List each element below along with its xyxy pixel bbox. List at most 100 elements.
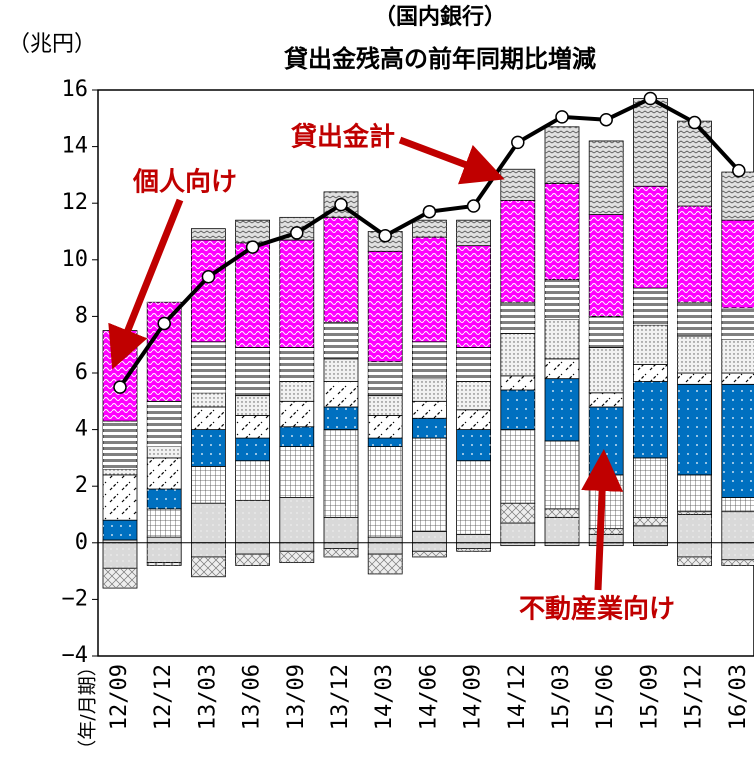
line-point [245,240,260,254]
bar-segment [411,400,447,419]
x-axis-label: （年/月期） [77,657,99,758]
bar-segment [323,381,359,408]
bar-segment [190,228,226,241]
bar-segment [411,550,447,558]
bar-segment [146,400,182,447]
y-tick-label: 2 [75,473,88,498]
bar-segment [190,556,226,578]
bar-segment [721,171,754,221]
bar-segment [367,250,403,363]
bar-segment [500,522,536,544]
bar-segment [367,553,403,575]
bar-segment [411,542,447,552]
bar-segment [102,474,138,521]
line-point [157,316,171,331]
bar-segment [411,417,447,439]
bar-segment [677,301,712,337]
bar-segment [323,516,359,544]
bar-segment [235,242,271,348]
bar-segment [411,437,447,532]
arrow [108,198,184,370]
bar-segment [456,533,492,544]
bar-segment [235,460,271,501]
line-point [290,226,304,240]
bar-segment [235,499,271,544]
bar-segment [102,519,138,541]
bar-segment [677,372,712,385]
bar-segment [279,400,315,428]
bar-segment [323,542,359,549]
bar-segment [367,446,403,538]
bar-segment [544,440,580,510]
bar-segment [367,395,403,416]
bar-segment [633,98,668,187]
bar-segment [146,457,182,490]
bar-segment [190,341,226,394]
bar-segment [323,321,359,360]
y-tick-label: 10 [62,247,89,272]
line-point [732,163,746,178]
y-tick-label: 0 [75,530,88,555]
bar-segment [102,468,138,476]
annotation: 個人向け [132,167,237,198]
chart-title: （国内銀行） [374,4,506,30]
x-tick-label: 13/03 [195,664,220,730]
line-point [555,110,569,124]
bar-segment [102,542,138,569]
x-tick-label: 14/09 [461,664,486,730]
bar-segment [456,542,492,549]
bar-segment [588,140,624,215]
x-tick-label: 12/09 [107,664,132,730]
line-point [687,115,702,130]
bar-segment [633,381,668,459]
y-tick-label: −2 [62,586,89,611]
bar-segment [721,372,754,385]
bar-segment [146,562,182,566]
bar-segment [588,347,624,394]
bar-segment [235,415,271,439]
bar-segment [102,567,138,589]
bar-segment [456,245,492,348]
bar-segment [588,406,624,476]
y-tick-label: 4 [75,417,88,442]
bar-segment [677,511,712,515]
bar-segment [190,465,226,504]
bar-segment [279,446,315,498]
bar-segment [456,219,492,247]
y-tick-label: 6 [75,360,88,385]
bar-segment [279,550,315,564]
bar-segment [588,315,624,348]
arrow [398,136,505,185]
x-tick-label: 15/06 [593,664,618,730]
bar-segment [633,525,668,544]
y-tick-label: −4 [62,643,89,668]
bar-segment [279,347,315,382]
bar-segment [633,324,668,365]
bar-segment [500,301,536,334]
bar-segment [633,457,668,518]
bar-segment [721,307,754,340]
bar-segment [633,287,668,326]
bar-segment [588,214,624,317]
bar-segment [146,508,182,538]
bar-segment [500,168,536,201]
y-tick-label: 12 [62,190,89,215]
x-tick-label: 12/12 [151,664,176,730]
line-point [466,199,481,213]
y-tick-label: 14 [62,134,89,159]
line-point [201,270,216,284]
bar-segment [721,219,754,309]
bar-segment [721,497,754,513]
bar-segment [544,358,580,380]
bar-segment [190,502,226,544]
bar-segment [456,381,492,411]
bar-segment [411,341,447,380]
bar-segment [146,536,182,544]
bar-segment [544,126,580,184]
bar-segment [367,542,403,555]
bar-segment [677,556,712,566]
bar-segment [721,338,754,374]
bar-segment [500,502,536,524]
bar-segment [411,378,447,402]
bar-segment [367,361,403,397]
